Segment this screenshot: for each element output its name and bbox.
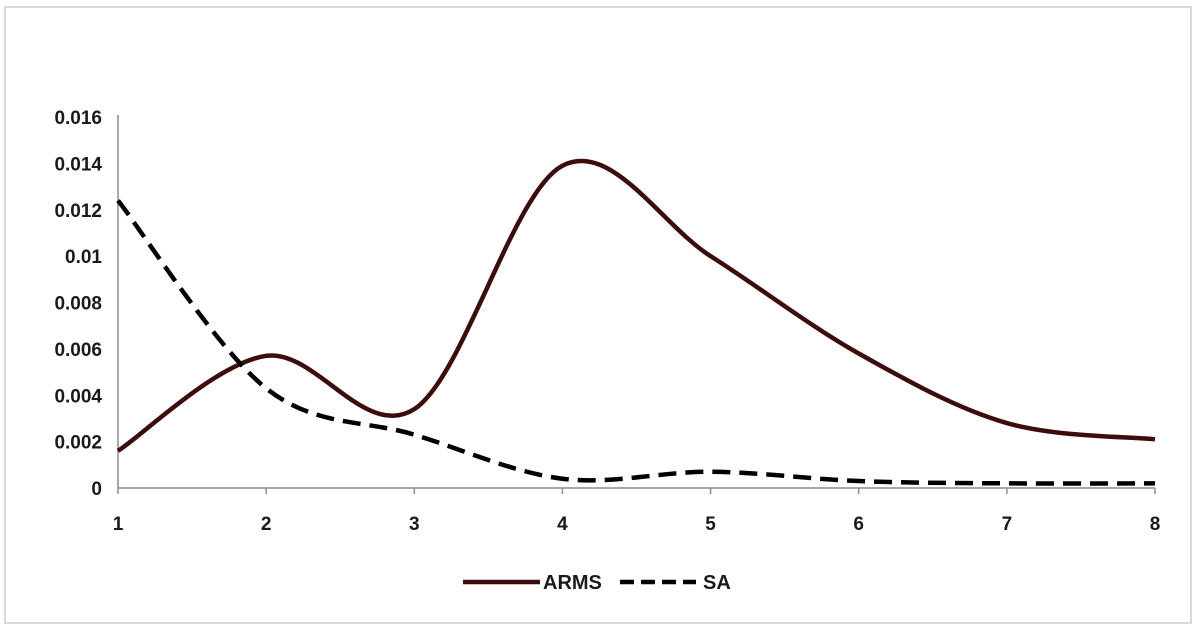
y-tick-label: 0.014 bbox=[54, 154, 102, 175]
data-point-sa bbox=[411, 432, 417, 438]
y-tick-label: 0.01 bbox=[65, 247, 102, 268]
x-tick-label: 8 bbox=[1150, 514, 1161, 535]
x-tick-label: 5 bbox=[705, 514, 716, 535]
legend-label-arms: ARMS bbox=[543, 572, 602, 594]
y-tick-label: 0 bbox=[91, 479, 102, 500]
y-tick-label: 0.004 bbox=[54, 386, 102, 407]
legend-label-sa: SA bbox=[703, 572, 731, 594]
legend: ARMS SA bbox=[463, 572, 731, 594]
data-point-arms bbox=[1004, 420, 1010, 426]
data-point-sa bbox=[1152, 480, 1158, 486]
y-tick-label: 0.016 bbox=[54, 108, 102, 129]
data-point-sa bbox=[1004, 480, 1010, 486]
plot-area bbox=[115, 158, 1158, 486]
series-line-sa bbox=[116, 199, 1156, 486]
data-point-arms bbox=[856, 351, 862, 357]
data-point-arms bbox=[411, 406, 417, 412]
data-point-arms bbox=[115, 448, 121, 454]
series-line-arms bbox=[116, 158, 1156, 453]
x-tick-label: 4 bbox=[557, 514, 568, 535]
data-point-arms bbox=[1152, 436, 1158, 442]
y-tick-label: 0.006 bbox=[54, 340, 102, 361]
data-point-sa bbox=[559, 476, 565, 482]
data-point-arms bbox=[708, 253, 714, 259]
data-point-sa bbox=[856, 478, 862, 484]
data-point-sa bbox=[263, 385, 269, 391]
y-tick-label: 0.002 bbox=[54, 433, 102, 454]
data-point-arms bbox=[559, 163, 565, 169]
y-tick-label: 0.012 bbox=[54, 201, 102, 222]
x-tick-label: 1 bbox=[113, 514, 124, 535]
data-point-sa bbox=[708, 469, 714, 475]
data-point-arms bbox=[263, 353, 269, 359]
x-tick-label: 7 bbox=[1002, 514, 1013, 535]
x-tick-label: 3 bbox=[409, 514, 420, 535]
y-tick-label: 0.008 bbox=[54, 294, 102, 315]
axes: 0 0.002 0.004 0.006 0.008 0.01 0.012 0.014 0.016… bbox=[54, 108, 1160, 535]
data-point-sa bbox=[115, 197, 121, 203]
x-tick-label: 2 bbox=[261, 514, 272, 535]
x-tick-label: 6 bbox=[853, 514, 864, 535]
